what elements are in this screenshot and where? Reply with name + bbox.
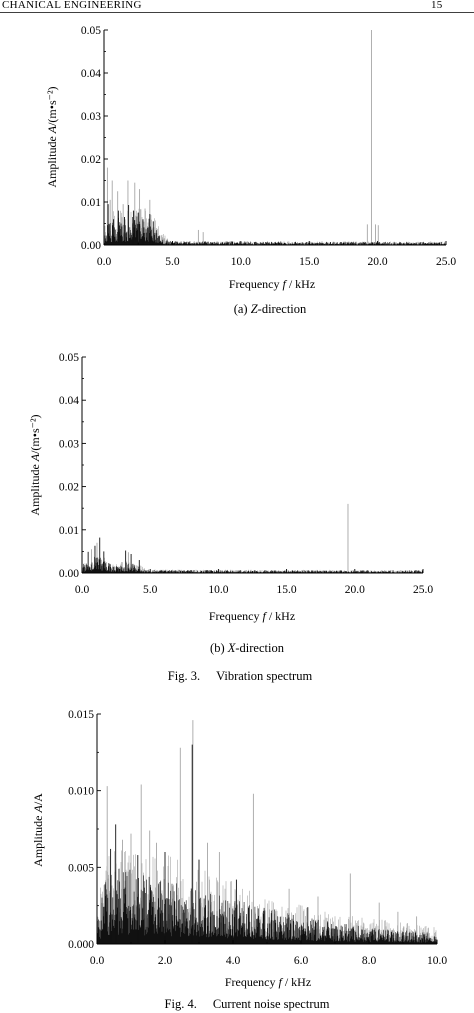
- x-axis-label: Frequency f / kHz: [229, 277, 315, 291]
- x-axis-label: Frequency f / kHz: [225, 975, 311, 989]
- subfigure-caption-prefix: (b): [210, 641, 228, 655]
- y-axis-label-unit: /(m•s⁻²): [45, 86, 59, 125]
- chart-z-direction: 0.0 5.0 10.0 15.0 20.0 25.0 0.00 0.01 0.02 0.03 0.…: [45, 25, 456, 316]
- x-tick-label: 20.0: [368, 256, 388, 268]
- gray-spectrum-series: [103, 208, 447, 245]
- figure-3-caption: Fig. 3. Vibration spectrum: [168, 669, 313, 683]
- y-tick-label: 0.03: [81, 111, 101, 123]
- chart-x-direction: 0.0 5.0 10.0 15.0 20.0 25.0 0.00 0.01 0.02 0.03 0.…: [28, 352, 433, 655]
- plot-area: 0.0 5.0 10.0 15.0 20.0 25.0 0.00 0.01 0.02 0.03 0.…: [81, 25, 456, 268]
- x-tick-label: 10.0: [208, 584, 228, 596]
- x-axis-label-unit: / kHz: [266, 609, 295, 623]
- running-head: CHANICAL ENGINEERING: [2, 0, 142, 11]
- y-tick-label: 0.01: [81, 197, 101, 209]
- y-tick-label: 0.05: [81, 25, 101, 37]
- x-axis-label: Frequency f / kHz: [209, 609, 295, 623]
- y-tick-label: 0.005: [68, 862, 94, 874]
- x-axis-label-text: Frequency: [225, 975, 279, 989]
- figure-3-title: Vibration spectrum: [216, 669, 312, 683]
- y-axis-label-unit: /(m•s⁻²): [28, 414, 42, 453]
- x-tick-label: 15.0: [277, 584, 297, 596]
- x-tick-label: 6.0: [294, 955, 309, 967]
- subfigure-caption-prefix: (a): [234, 302, 251, 316]
- y-axis-label-text: Amplitude: [45, 133, 59, 187]
- x-tick-label: 0.0: [75, 584, 90, 596]
- x-tick-label: 25.0: [436, 256, 456, 268]
- y-axis-label: Amplitude A/(m•s⁻²): [45, 86, 59, 187]
- subfigure-caption-axis: Z: [251, 302, 259, 316]
- figure-4-label: Fig. 4.: [165, 997, 197, 1011]
- y-axis-label-unit: /A: [31, 793, 45, 805]
- subfigure-caption: (b) X-direction: [210, 641, 285, 655]
- y-axis-label: Amplitude A/(m•s⁻²): [28, 414, 42, 515]
- x-axis-label-unit: / kHz: [282, 975, 311, 989]
- y-axis-label-text: Amplitude: [28, 461, 42, 515]
- x-tick-label: 4.0: [226, 955, 241, 967]
- subfigure-caption-suffix: -direction: [235, 641, 284, 655]
- x-tick-label: 10.0: [427, 955, 447, 967]
- x-axis-label-symbol: f: [282, 277, 287, 291]
- y-tick-label: 0.015: [68, 709, 94, 721]
- chart-current-noise: 0.0 2.0 4.0 6.0 8.0 10.00.0000.0050.0100.015 …: [31, 709, 447, 989]
- y-tick-label: 0.00: [81, 240, 101, 252]
- x-tick-label: 0.0: [97, 256, 112, 268]
- figure-4-title: Current noise spectrum: [213, 997, 330, 1011]
- subfigure-caption-axis: X: [227, 641, 237, 655]
- y-tick-label: 0.01: [59, 525, 79, 537]
- x-axis-label-symbol: f: [278, 975, 283, 989]
- y-axis-label-text: Amplitude: [31, 813, 45, 867]
- y-tick-label: 0.010: [68, 786, 94, 798]
- x-axis-label-symbol: f: [262, 609, 267, 623]
- y-axis-label: Amplitude A/A: [31, 793, 45, 867]
- y-tick-label: 0.02: [81, 154, 101, 166]
- page-number: 15: [431, 0, 443, 11]
- x-tick-label: 20.0: [345, 584, 365, 596]
- x-tick-label: 15.0: [299, 256, 319, 268]
- x-tick-label: 8.0: [362, 955, 377, 967]
- y-tick-label: 0.000: [68, 939, 94, 951]
- x-axis-label-unit: / kHz: [286, 277, 315, 291]
- y-axis-label-symbol: A: [31, 805, 45, 814]
- y-axis-label-symbol: A: [28, 453, 42, 462]
- y-tick-label: 0.00: [59, 568, 79, 580]
- x-tick-label: 5.0: [143, 584, 158, 596]
- subfigure-caption-suffix: -direction: [258, 302, 307, 316]
- x-axis-label-text: Frequency: [209, 609, 263, 623]
- figure-4-caption: Fig. 4. Current noise spectrum: [165, 997, 330, 1011]
- y-tick-label: 0.04: [59, 395, 79, 407]
- y-tick-label: 0.04: [81, 68, 101, 80]
- figure-3-label: Fig. 3.: [168, 669, 200, 683]
- plot-area: 0.0 2.0 4.0 6.0 8.0 10.0 0.000 0.005 0.010 0.015: [68, 709, 447, 967]
- y-tick-label: 0.02: [59, 482, 79, 494]
- x-axis-label-text: Frequency: [229, 277, 283, 291]
- y-tick-label: 0.03: [59, 438, 79, 450]
- dense-spectrum-series: [81, 556, 424, 573]
- y-axis-label-symbol: A: [45, 125, 59, 134]
- x-tick-label: 2.0: [158, 955, 173, 967]
- y-tick-label: 0.05: [59, 352, 79, 364]
- subfigure-caption: (a) Z-direction: [234, 302, 307, 316]
- x-tick-label: 10.0: [231, 256, 251, 268]
- x-tick-label: 25.0: [413, 584, 433, 596]
- x-tick-label: 0.0: [90, 955, 105, 967]
- x-tick-label: 5.0: [165, 256, 180, 268]
- plot-area: 0.0 5.0 10.0 15.0 20.0 25.0 0.00 0.01 0.02 0.03 0.…: [59, 352, 433, 596]
